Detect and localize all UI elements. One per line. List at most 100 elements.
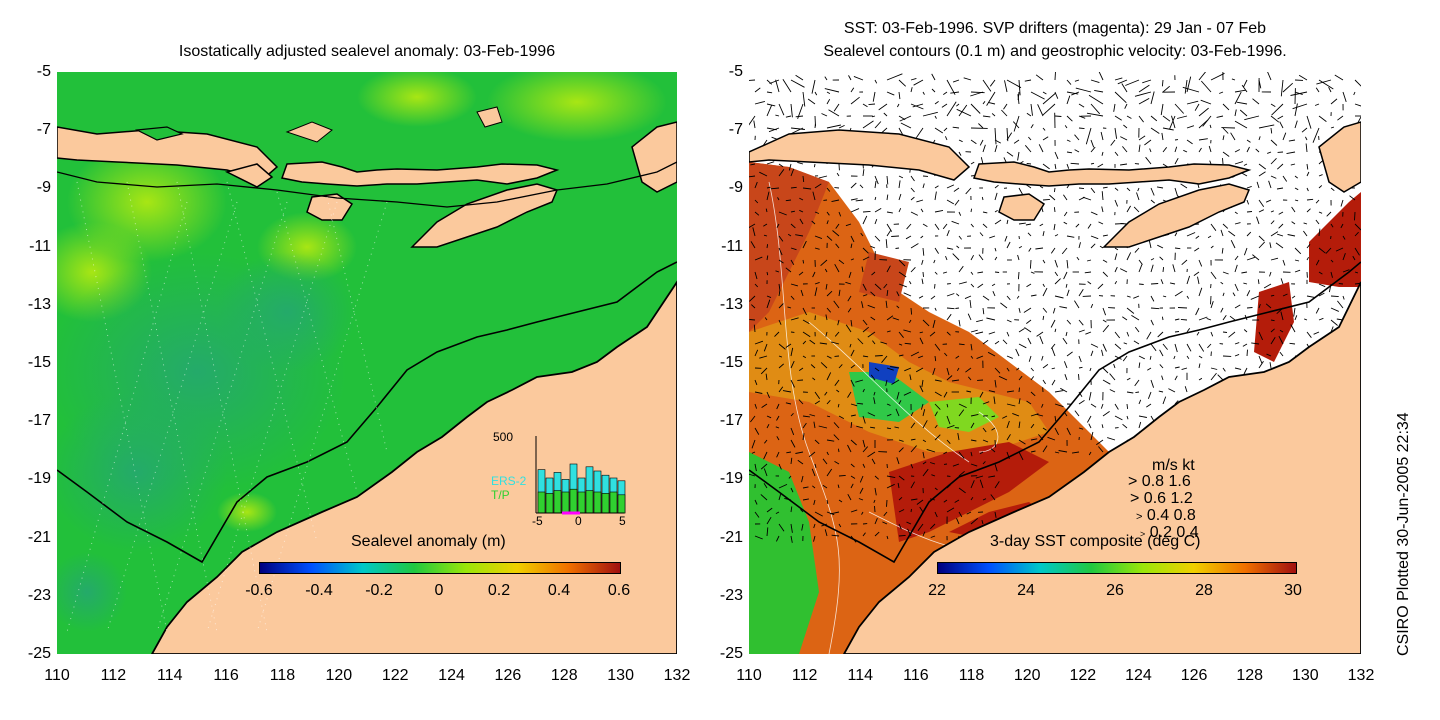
velocity-arrow [826,91,831,94]
velocity-arrow [1256,181,1260,189]
velocity-arrow [790,439,796,448]
velocity-arrow [1054,427,1059,436]
histogram-series-ers2-label: ERS-2 [491,474,527,488]
velocity-arrow [946,230,950,237]
velocity-arrow [799,209,804,213]
velocity-arrow [749,295,756,302]
velocity-arrow [1315,259,1320,266]
velocity-arrow [1251,342,1260,345]
velocity-arrow [970,413,979,417]
velocity-arrow [958,151,962,156]
velocity-arrow [1242,79,1248,88]
velocity-arrow [1315,219,1320,225]
velocity-arrow [795,234,804,237]
velocity-arrow [1282,259,1286,266]
velocity-arrow [1054,415,1057,422]
velocity-arrow [1030,103,1033,116]
left-y-tick-label: -15 [27,354,51,371]
velocity-arrow [1018,398,1021,405]
velocity-arrow [1088,94,1104,105]
sealevel-histogram [535,436,626,515]
velocity-arrow [1090,103,1101,115]
velocity-arrow [1094,89,1104,93]
velocity-arrow [1174,146,1178,153]
velocity-arrow [1144,139,1152,146]
velocity-arrow [850,198,858,201]
velocity-arrow [970,91,984,97]
velocity-arrow [749,319,756,321]
left-x-tick-label: 114 [156,667,183,684]
velocity-arrow [862,294,868,297]
velocity-arrow [790,79,805,88]
velocity-arrow [785,343,792,348]
velocity-arrow [1030,438,1038,441]
velocity-arrow [1270,220,1275,225]
left-sealevel-map [57,72,677,654]
right-x-tick-label: 132 [1347,667,1375,684]
velocity-arrow [1063,271,1068,280]
velocity-arrow [809,339,816,345]
velocity-arrow [1200,80,1212,93]
velocity-arrow [1207,235,1212,239]
velocity-arrow [862,256,870,261]
velocity-arrow [802,422,807,429]
velocity-arrow [1138,264,1143,273]
velocity-arrow [1278,335,1284,345]
velocity-arrow [831,199,840,203]
velocity-arrow [1277,115,1284,120]
velocity-arrow [1194,247,1200,252]
right-x-tick-label: 112 [791,667,818,684]
velocity-arrow [862,210,871,213]
velocity-arrow [1169,115,1176,130]
velocity-arrow [790,295,795,300]
velocity-arrow [979,139,984,146]
velocity-arrow [886,330,891,333]
velocity-arrow [790,103,793,118]
velocity-arrow [1195,307,1200,316]
velocity-arrow [759,171,768,177]
velocity-arrow [1126,377,1131,381]
velocity-arrow [1294,259,1300,262]
velocity-arrow [896,305,900,309]
velocity-arrow [886,483,895,489]
histogram-bar-tp [593,491,602,514]
velocity-arrow [1217,374,1224,381]
velocity-arrow [802,319,810,324]
velocity-arrow [1150,307,1160,310]
velocity-arrow [834,461,840,465]
velocity-arrow [859,475,864,483]
velocity-arrow [1162,396,1167,405]
velocity-arrow [994,192,998,201]
velocity-arrow [825,331,828,337]
velocity-arrow [883,511,888,517]
left-colorbar [259,562,621,574]
velocity-arrow [1294,269,1301,273]
velocity-arrow [895,408,900,417]
velocity-arrow [932,319,936,329]
left-colorbar-tick-label: 0.2 [487,582,511,599]
velocity-arrow [920,403,924,410]
velocity-arrow [765,208,768,213]
velocity-arrow [922,319,930,327]
velocity-arrow [809,414,816,417]
velocity-arrow [988,475,996,478]
velocity-arrow [1078,329,1085,333]
velocity-arrow [1074,149,1080,153]
velocity-arrow [898,534,906,537]
right-sst-map [749,72,1361,654]
velocity-arrow [1160,103,1164,116]
velocity-arrow [1018,421,1021,429]
velocity-arrow [1330,259,1334,263]
velocity-arrow [812,485,816,489]
velocity-legend-row-1-label: 0.8 1.6 [1141,473,1191,490]
velocity-arrow [1102,271,1109,278]
velocity-arrow [955,355,960,359]
velocity-arrow [1107,437,1116,441]
velocity-arrow [871,458,876,465]
velocity-arrow [1270,257,1279,261]
velocity-arrow [1006,420,1010,429]
velocity-arrow [1018,187,1024,196]
left-x-tick-label: 112 [100,667,127,684]
velocity-arrow [802,307,807,316]
velocity-arrow [1280,79,1284,97]
